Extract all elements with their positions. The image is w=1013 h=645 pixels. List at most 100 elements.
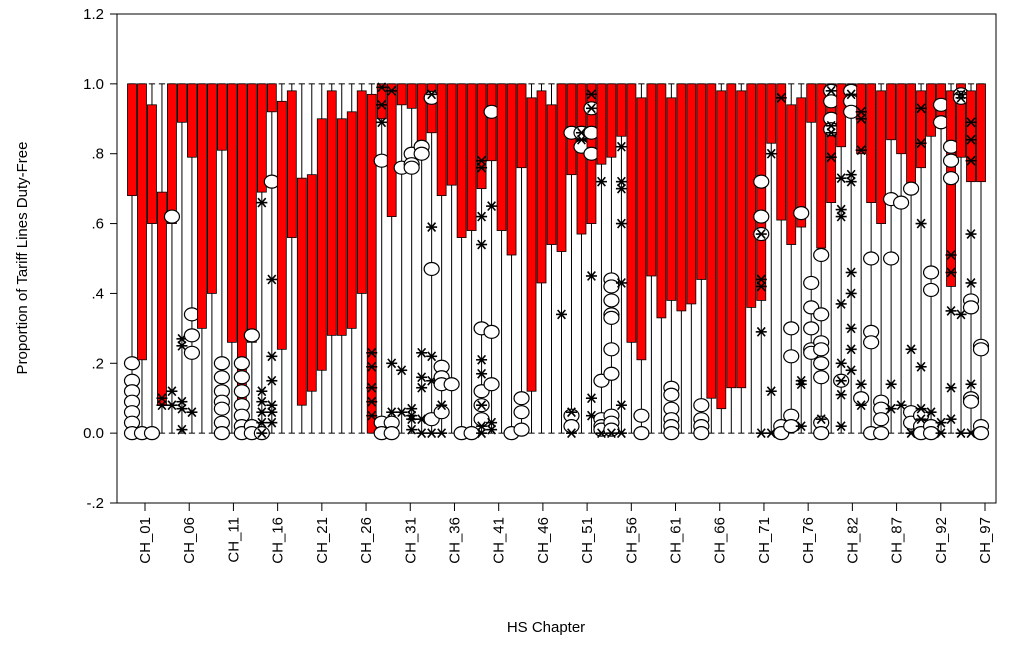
outlier-marker bbox=[813, 370, 830, 385]
extreme-stroke bbox=[257, 197, 267, 208]
extreme-stroke bbox=[846, 176, 856, 187]
x-tick-label: CH_97 bbox=[977, 517, 994, 564]
extreme-marker bbox=[565, 428, 577, 439]
x-tick-label: CH_87 bbox=[889, 517, 906, 564]
y-tick-label: .4 bbox=[91, 285, 104, 302]
extreme-marker bbox=[366, 382, 378, 393]
box-body bbox=[966, 90, 976, 183]
extreme-stroke bbox=[836, 375, 846, 386]
extreme-stroke bbox=[437, 400, 447, 411]
extreme-marker bbox=[426, 89, 438, 100]
extreme-stroke bbox=[477, 211, 487, 222]
outlier-marker bbox=[922, 265, 940, 280]
extreme-marker bbox=[396, 365, 408, 376]
extreme-stroke bbox=[916, 138, 926, 149]
extreme-marker bbox=[855, 145, 867, 156]
outlier-marker bbox=[213, 426, 230, 441]
box-ch-27 bbox=[383, 83, 400, 441]
y-tick-label: 1.0 bbox=[83, 76, 104, 93]
box-ch-60 bbox=[716, 83, 727, 434]
extreme-marker bbox=[775, 92, 787, 103]
box-ch-30 bbox=[413, 83, 430, 439]
outlier-marker bbox=[892, 195, 910, 210]
outlier-marker bbox=[633, 408, 650, 423]
extreme-marker bbox=[386, 407, 398, 418]
extreme-stroke bbox=[177, 403, 187, 414]
box-ch-67 bbox=[783, 83, 800, 434]
box-body bbox=[496, 83, 507, 231]
box-ch-56 bbox=[676, 83, 687, 434]
box-body bbox=[906, 83, 916, 193]
extreme-marker bbox=[575, 134, 587, 145]
extreme-marker bbox=[476, 400, 488, 411]
outlier-marker bbox=[962, 300, 980, 315]
extreme-marker bbox=[486, 201, 498, 212]
extreme-marker bbox=[366, 396, 378, 407]
extreme-marker bbox=[585, 271, 597, 281]
plot-frame bbox=[116, 13, 997, 504]
box-body bbox=[956, 83, 966, 158]
outlier-marker bbox=[962, 394, 980, 409]
extreme-stroke bbox=[946, 305, 956, 316]
extreme-marker bbox=[416, 347, 428, 358]
box-body bbox=[556, 83, 567, 252]
box-body bbox=[416, 83, 427, 148]
x-tick-label: CH_01 bbox=[137, 517, 154, 564]
extreme-marker bbox=[845, 344, 857, 355]
outlier-marker bbox=[603, 310, 620, 325]
outlier-marker bbox=[383, 426, 400, 441]
outlier-marker bbox=[633, 426, 650, 441]
extreme-stroke bbox=[966, 278, 976, 288]
extreme-stroke bbox=[267, 375, 277, 386]
box-ch-64 bbox=[753, 83, 770, 439]
box-ch-81 bbox=[922, 83, 940, 441]
box-ch-24 bbox=[356, 83, 367, 434]
extreme-marker bbox=[965, 117, 977, 128]
box-ch-41 bbox=[526, 83, 537, 434]
x-tick-label: CH_71 bbox=[756, 517, 773, 564]
extreme-stroke bbox=[167, 386, 177, 397]
extreme-marker bbox=[955, 309, 967, 320]
extreme-stroke bbox=[966, 134, 976, 145]
extreme-marker bbox=[406, 424, 418, 435]
x-tick-label: CH_82 bbox=[844, 517, 861, 564]
extreme-marker bbox=[855, 113, 867, 124]
outlier-marker bbox=[183, 345, 201, 360]
box-body bbox=[137, 83, 147, 361]
box-body bbox=[656, 83, 667, 319]
box-body bbox=[576, 83, 587, 235]
box-ch-31 bbox=[423, 83, 440, 439]
extreme-stroke bbox=[577, 134, 586, 145]
extreme-stroke bbox=[936, 417, 946, 428]
extreme-marker bbox=[965, 155, 977, 166]
extreme-marker bbox=[256, 197, 268, 208]
box-ch-52 bbox=[633, 83, 650, 441]
box-body bbox=[406, 83, 417, 109]
box-body bbox=[756, 83, 767, 301]
extreme-stroke bbox=[557, 309, 566, 320]
box-ch-65 bbox=[765, 83, 777, 439]
extreme-stroke bbox=[587, 410, 596, 421]
y-tick-label: .2 bbox=[91, 355, 104, 372]
extreme-stroke bbox=[756, 428, 766, 439]
extreme-stroke bbox=[417, 414, 427, 425]
box-ch-49 bbox=[603, 83, 620, 439]
extreme-marker bbox=[416, 372, 428, 383]
box-body bbox=[246, 83, 257, 343]
box-ch-79 bbox=[902, 83, 920, 439]
extreme-marker bbox=[885, 403, 897, 414]
extreme-marker bbox=[615, 400, 627, 411]
extreme-marker bbox=[945, 267, 957, 278]
box-ch-43 bbox=[546, 83, 557, 434]
box-body bbox=[746, 83, 757, 308]
extreme-stroke bbox=[846, 365, 856, 376]
extreme-stroke bbox=[836, 358, 846, 369]
extreme-marker bbox=[266, 417, 278, 428]
extreme-marker bbox=[845, 365, 857, 376]
y-tick-label: -.2 bbox=[86, 495, 104, 512]
x-tick-label: CH_21 bbox=[314, 517, 331, 564]
outlier-marker bbox=[483, 324, 500, 339]
extreme-marker bbox=[615, 428, 627, 439]
box-ch-72 bbox=[833, 83, 850, 434]
